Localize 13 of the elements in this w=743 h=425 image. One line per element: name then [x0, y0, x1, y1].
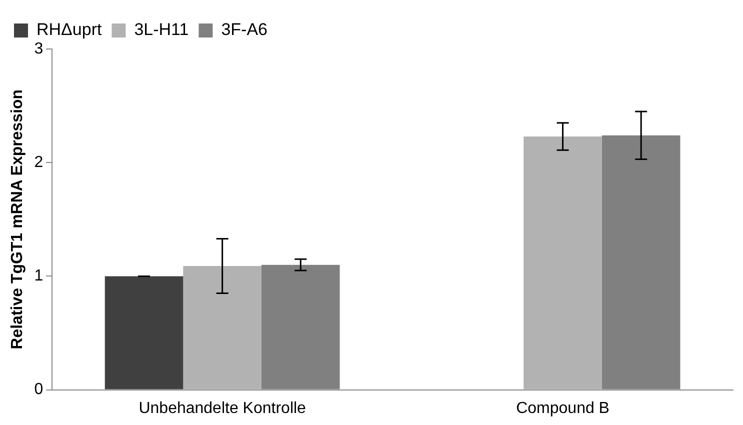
x-tick-label: Unbehandelte Kontrolle: [138, 400, 306, 417]
y-axis-title: Relative TgGT1 mRNA Expression: [9, 89, 26, 350]
y-tick-label: 1: [34, 268, 44, 285]
legend-label: 3F-A6: [221, 20, 268, 40]
legend-label: 3L-H11: [134, 20, 189, 40]
bar: [104, 276, 184, 390]
y-tick-label: 0: [34, 381, 44, 398]
legend-label: RHΔuprt: [36, 20, 102, 40]
y-tick-label: 2: [34, 154, 44, 172]
x-tick-label: Compound B: [516, 400, 610, 417]
bar: [524, 136, 602, 390]
y-tick-label: 3: [34, 40, 44, 58]
bar: [183, 266, 262, 390]
